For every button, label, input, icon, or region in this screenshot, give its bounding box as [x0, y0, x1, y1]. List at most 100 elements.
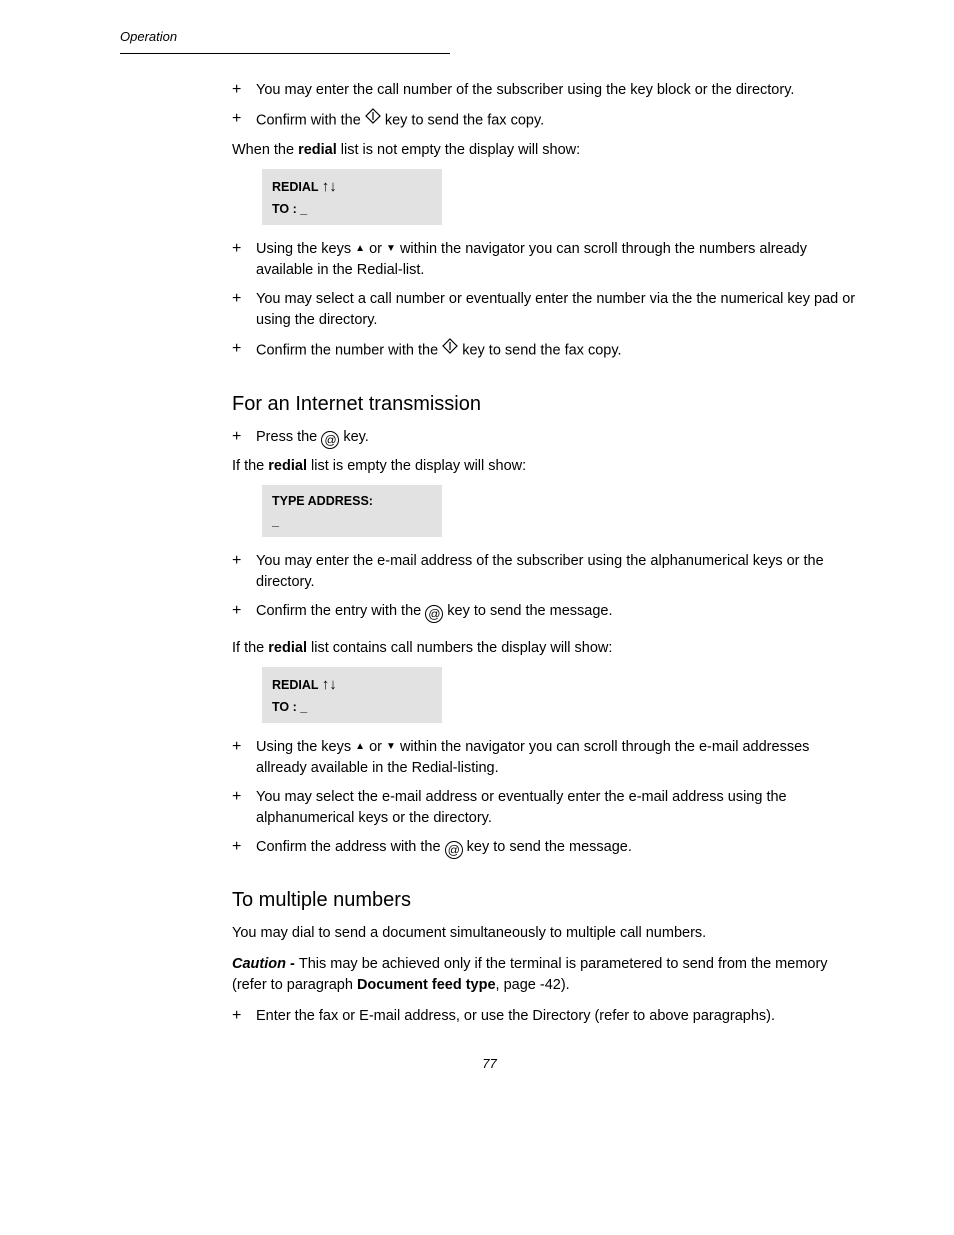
text-part: list contains call numbers the display w… — [307, 640, 612, 656]
list-item: + You may enter the call number of the s… — [232, 80, 859, 101]
text-bold: Document feed type — [357, 977, 496, 993]
text-part: list is empty the display will show: — [307, 458, 526, 474]
bullet-mark: + — [232, 109, 256, 132]
bullet-mark: + — [232, 80, 256, 101]
bullet-mark: + — [232, 837, 256, 858]
text-part: key to send the message. — [447, 603, 612, 619]
paragraph-multi-intro: You may dial to send a document simultan… — [232, 923, 859, 944]
bullet-mark: + — [232, 339, 256, 362]
triangle-up-icon: ▲ — [355, 740, 365, 755]
list-item: + Confirm the number with the key to sen… — [232, 339, 859, 362]
bullet-text: You may enter the call number of the sub… — [256, 80, 859, 101]
content-area: + You may enter the call number of the s… — [232, 80, 859, 1027]
up-down-arrows-icon: ↑↓ — [322, 178, 337, 195]
bullet-text: Confirm the entry with the @ key to send… — [256, 601, 859, 622]
diamond-start-icon — [365, 108, 381, 131]
bullet-mark: + — [232, 239, 256, 281]
bullet-text: You may select a call number or eventual… — [256, 289, 859, 331]
lcd-display-box: REDIAL ↑↓ TO : _ — [262, 667, 442, 723]
bullet-text: Enter the fax or E-mail address, or use … — [256, 1006, 859, 1027]
display-text: REDIAL — [272, 180, 322, 194]
bullet-list-bottom: + Enter the fax or E-mail address, or us… — [232, 1006, 859, 1027]
text-part: , page -42). — [496, 977, 570, 993]
bullet-text: Using the keys ▲ or ▼ within the navigat… — [256, 239, 859, 281]
display-text: REDIAL — [272, 678, 322, 692]
list-item: + Confirm with the key to send the fax c… — [232, 109, 859, 132]
section-heading-internet: For an Internet transmission — [120, 390, 859, 419]
display-line: TO : _ — [272, 697, 432, 717]
bullet-mark: + — [232, 289, 256, 331]
triangle-down-icon: ▼ — [386, 242, 396, 257]
text-part: Press the — [256, 429, 321, 445]
text-part: Confirm with the — [256, 112, 365, 128]
text-part: If the — [232, 640, 268, 656]
bullet-mark: + — [232, 737, 256, 779]
text-part: Confirm the number with the — [256, 342, 442, 358]
text-part: Using the keys — [256, 739, 355, 755]
section-heading-multiple: To multiple numbers — [120, 886, 859, 915]
bullet-text: Confirm with the key to send the fax cop… — [256, 109, 859, 132]
bullet-text: Using the keys ▲ or ▼ within the navigat… — [256, 737, 859, 779]
lcd-display-box: REDIAL ↑↓ TO : _ — [262, 169, 442, 225]
display-line: REDIAL ↑↓ — [272, 673, 432, 697]
text-bold: redial — [268, 640, 307, 656]
text-part: When the — [232, 142, 298, 158]
bullet-list: + Press the @ key. — [232, 427, 859, 448]
at-key-icon: @ — [321, 431, 339, 449]
bullet-text: You may select the e-mail address or eve… — [256, 787, 859, 829]
list-item: + Confirm the entry with the @ key to se… — [232, 601, 859, 622]
at-key-icon: @ — [445, 841, 463, 859]
bullet-list-top: + You may enter the call number of the s… — [232, 80, 859, 132]
list-item: + You may select the e-mail address or e… — [232, 787, 859, 829]
text-part: or — [369, 241, 386, 257]
bullet-text: Confirm the number with the key to send … — [256, 339, 859, 362]
text-part: key to send the fax copy. — [462, 342, 621, 358]
text-bold: redial — [298, 142, 337, 158]
display-line: TO : _ — [272, 199, 432, 219]
page-header-title: Operation — [120, 28, 859, 47]
list-item: + Using the keys ▲ or ▼ within the navig… — [232, 239, 859, 281]
caution-paragraph: Caution - This may be achieved only if t… — [232, 954, 859, 996]
page-number: 77 — [120, 1055, 859, 1074]
display-line: TYPE ADDRESS: — [272, 491, 432, 511]
bullet-mark: + — [232, 551, 256, 593]
list-item: + You may select a call number or eventu… — [232, 289, 859, 331]
text-part: key to send the message. — [467, 839, 632, 855]
caution-label: Caution - — [232, 956, 299, 972]
at-key-icon: @ — [425, 605, 443, 623]
paragraph-redial-contains: If the redial list contains call numbers… — [232, 638, 859, 659]
paragraph-redial-nonempty: When the redial list is not empty the di… — [232, 140, 859, 161]
text-part: key. — [343, 429, 369, 445]
paragraph-redial-empty: If the redial list is empty the display … — [232, 456, 859, 477]
text-part: Confirm the address with the — [256, 839, 445, 855]
display-line: REDIAL ↑↓ — [272, 175, 432, 199]
text-part: Confirm the entry with the — [256, 603, 425, 619]
bullet-list: + Using the keys ▲ or ▼ within the navig… — [232, 239, 859, 362]
bullet-mark: + — [232, 601, 256, 622]
bullet-text: Confirm the address with the @ key to se… — [256, 837, 859, 858]
list-item: + Enter the fax or E-mail address, or us… — [232, 1006, 859, 1027]
triangle-down-icon: ▼ — [386, 740, 396, 755]
list-item: + You may enter the e-mail address of th… — [232, 551, 859, 593]
list-item: + Using the keys ▲ or ▼ within the navig… — [232, 737, 859, 779]
up-down-arrows-icon: ↑↓ — [322, 676, 337, 693]
display-line: _ — [272, 511, 432, 531]
bullet-mark: + — [232, 1006, 256, 1027]
text-part: list is not empty the display will show: — [337, 142, 580, 158]
bullet-text: Press the @ key. — [256, 427, 859, 448]
text-part: Using the keys — [256, 241, 355, 257]
text-part: key to send the fax copy. — [385, 112, 544, 128]
bullet-mark: + — [232, 427, 256, 448]
list-item: + Confirm the address with the @ key to … — [232, 837, 859, 858]
list-item: + Press the @ key. — [232, 427, 859, 448]
lcd-display-box: TYPE ADDRESS: _ — [262, 485, 442, 537]
text-part: or — [369, 739, 386, 755]
bullet-list: + You may enter the e-mail address of th… — [232, 551, 859, 622]
text-bold: redial — [268, 458, 307, 474]
header-rule — [120, 53, 450, 54]
bullet-list: + Using the keys ▲ or ▼ within the navig… — [232, 737, 859, 858]
text-part: If the — [232, 458, 268, 474]
bullet-mark: + — [232, 787, 256, 829]
bullet-text: You may enter the e-mail address of the … — [256, 551, 859, 593]
diamond-start-icon — [442, 338, 458, 361]
